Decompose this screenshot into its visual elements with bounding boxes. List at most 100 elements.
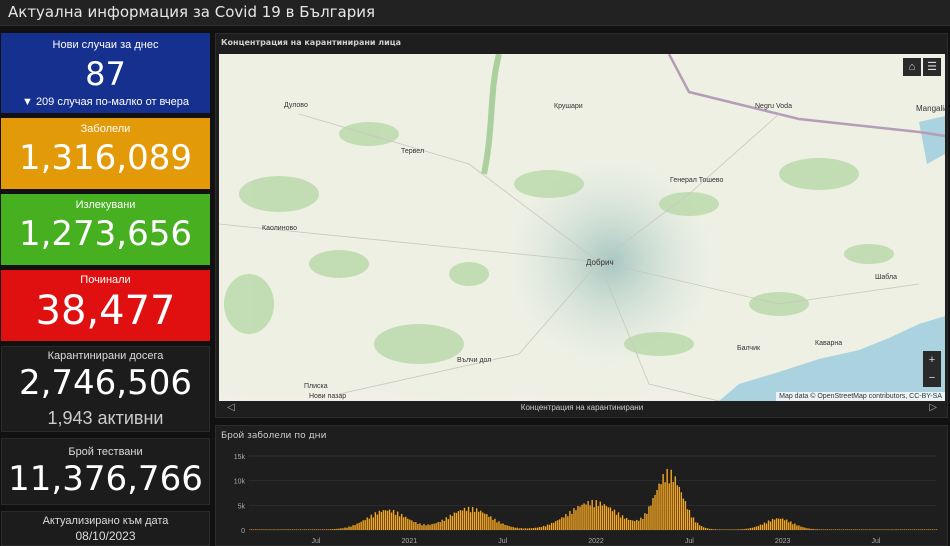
chart-bar[interactable]: [881, 529, 883, 530]
chart-bar[interactable]: [812, 528, 814, 530]
chart-bar[interactable]: [605, 506, 608, 530]
chart-bar[interactable]: [585, 504, 587, 530]
chart-bar[interactable]: [591, 499, 593, 530]
chart-bar[interactable]: [475, 508, 478, 530]
chart-bar[interactable]: [522, 528, 524, 530]
chart-bar[interactable]: [313, 529, 316, 530]
chart-bar[interactable]: [842, 529, 845, 530]
chart-bar[interactable]: [571, 513, 573, 530]
chart-bar[interactable]: [672, 482, 674, 530]
chart-bar[interactable]: [670, 469, 672, 530]
chart-bar[interactable]: [534, 527, 537, 530]
chart-bar[interactable]: [354, 525, 356, 530]
chart-bar[interactable]: [332, 529, 334, 530]
chart-bar[interactable]: [792, 524, 794, 530]
chart-bar[interactable]: [536, 527, 539, 530]
chart-bar[interactable]: [380, 512, 383, 530]
chart-bar[interactable]: [692, 517, 695, 530]
chart-bar[interactable]: [666, 468, 668, 530]
chart-bar[interactable]: [259, 529, 261, 530]
chart-bar[interactable]: [338, 528, 340, 530]
cases-chart[interactable]: 15k 10k 5k 0 Jul 2021 Jul 2022 Jul 2023 Jul: [216, 446, 947, 546]
chart-bar[interactable]: [810, 528, 812, 530]
chart-bar[interactable]: [567, 516, 569, 530]
chart-bar[interactable]: [417, 524, 419, 530]
chart-bar[interactable]: [498, 521, 500, 530]
chart-bar[interactable]: [601, 505, 604, 530]
chart-bar[interactable]: [374, 512, 377, 530]
chart-bar[interactable]: [488, 516, 490, 530]
chart-bar[interactable]: [711, 528, 713, 530]
chart-bar[interactable]: [733, 529, 735, 530]
chart-bar[interactable]: [875, 529, 877, 530]
chart-bar[interactable]: [646, 513, 648, 530]
chart-bar[interactable]: [372, 517, 375, 530]
chart-bar[interactable]: [512, 526, 514, 530]
chart-bar[interactable]: [865, 529, 867, 530]
chart-bar[interactable]: [613, 509, 616, 530]
chart-bar[interactable]: [617, 512, 620, 530]
chart-bar[interactable]: [587, 501, 589, 530]
chart-bar[interactable]: [899, 529, 901, 530]
chart-bar[interactable]: [348, 526, 350, 530]
chart-bar[interactable]: [879, 529, 881, 530]
chart-bar[interactable]: [540, 527, 543, 530]
chart-bar[interactable]: [457, 511, 460, 530]
chart-bar[interactable]: [398, 516, 401, 530]
chart-bar[interactable]: [469, 512, 472, 530]
chart-bar[interactable]: [627, 519, 630, 530]
chart-bar[interactable]: [607, 507, 610, 530]
chart-bar[interactable]: [439, 522, 441, 530]
chart-bar[interactable]: [285, 529, 287, 530]
home-button[interactable]: ⌂: [903, 58, 921, 76]
chart-bar[interactable]: [340, 528, 342, 530]
chart-bar[interactable]: [735, 529, 737, 530]
chart-bar[interactable]: [609, 507, 612, 530]
chart-bar[interactable]: [257, 529, 259, 530]
chart-bar[interactable]: [834, 529, 837, 530]
chart-bar[interactable]: [678, 486, 681, 530]
chart-bar[interactable]: [921, 529, 924, 530]
chart-bar[interactable]: [615, 514, 618, 530]
chart-bar[interactable]: [832, 529, 835, 530]
chart-bar[interactable]: [309, 529, 312, 530]
chart-bar[interactable]: [747, 528, 749, 530]
chart-bar[interactable]: [632, 520, 634, 530]
chart-bar[interactable]: [739, 529, 741, 530]
chart-bar[interactable]: [500, 523, 502, 530]
chart-bar[interactable]: [482, 512, 484, 530]
chart-bar[interactable]: [392, 509, 395, 530]
chart-bar[interactable]: [595, 500, 597, 530]
chart-bar[interactable]: [806, 528, 808, 530]
chart-bar[interactable]: [771, 518, 774, 530]
chart-bar[interactable]: [903, 529, 905, 530]
chart-bar[interactable]: [526, 528, 529, 530]
chart-bar[interactable]: [717, 529, 719, 530]
chart-bar[interactable]: [854, 529, 857, 530]
chart-bar[interactable]: [435, 523, 437, 530]
chart-bar[interactable]: [788, 522, 790, 530]
chart-bar[interactable]: [905, 529, 907, 530]
chart-bar[interactable]: [757, 525, 760, 530]
chart-bar[interactable]: [447, 519, 449, 530]
chart-bar[interactable]: [546, 524, 549, 531]
chart-bar[interactable]: [364, 520, 366, 530]
chart-bar[interactable]: [816, 529, 818, 530]
chart-bar[interactable]: [542, 525, 545, 530]
chart-bar[interactable]: [453, 512, 456, 530]
chart-bar[interactable]: [360, 521, 362, 530]
chart-bar[interactable]: [925, 529, 928, 530]
map-attribution[interactable]: Map data © OpenStreetMap contributors, C…: [776, 392, 945, 401]
chart-bar[interactable]: [625, 517, 628, 530]
chart-bar[interactable]: [484, 513, 486, 530]
chart-bar[interactable]: [589, 505, 591, 530]
chart-bar[interactable]: [514, 527, 516, 530]
chart-bar[interactable]: [927, 529, 930, 530]
chart-bar[interactable]: [629, 520, 632, 530]
chart-bar[interactable]: [548, 524, 551, 530]
chart-bar[interactable]: [713, 529, 715, 530]
chart-bar[interactable]: [421, 525, 423, 530]
chart-bar[interactable]: [648, 506, 650, 530]
chart-bar[interactable]: [861, 529, 863, 530]
legend-button[interactable]: ☰: [923, 58, 941, 76]
